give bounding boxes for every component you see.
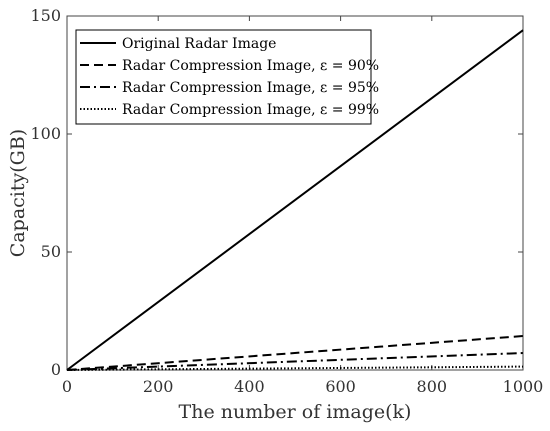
y-tick-label: 50 [41,242,61,261]
x-tick-label: 0 [62,377,72,396]
y-tick-label: 150 [30,6,61,25]
legend-label-original: Original Radar Image [122,36,276,52]
y-axis: 0 50 100 150 [30,6,523,379]
x-axis-label: The number of image(k) [179,401,412,423]
x-tick-label: 200 [143,377,174,396]
legend-box [75,29,372,125]
x-tick-label: 800 [417,377,448,396]
series-line-0 [66,29,524,371]
y-axis-label: Capacity(GB) [7,129,29,257]
series-line-3 [66,365,524,371]
legend-label-95: Radar Compression Image, ε = 95% [122,80,379,96]
series-line-2 [66,352,524,371]
x-tick-label: 1000 [503,377,544,396]
y-tick-label: 100 [30,124,61,143]
legend-label-99: Radar Compression Image, ε = 99% [122,102,379,118]
x-axis: 0 200 400 600 800 1000 [62,16,543,396]
y-tick-label: 0 [51,360,61,379]
x-tick-label: 400 [234,377,265,396]
legend-label-90: Radar Compression Image, ε = 90% [122,58,379,74]
x-tick-label: 600 [325,377,356,396]
legend: Original Radar Image Radar Compression I… [75,29,379,125]
series-line-1 [66,335,524,371]
series-layer [66,29,524,371]
